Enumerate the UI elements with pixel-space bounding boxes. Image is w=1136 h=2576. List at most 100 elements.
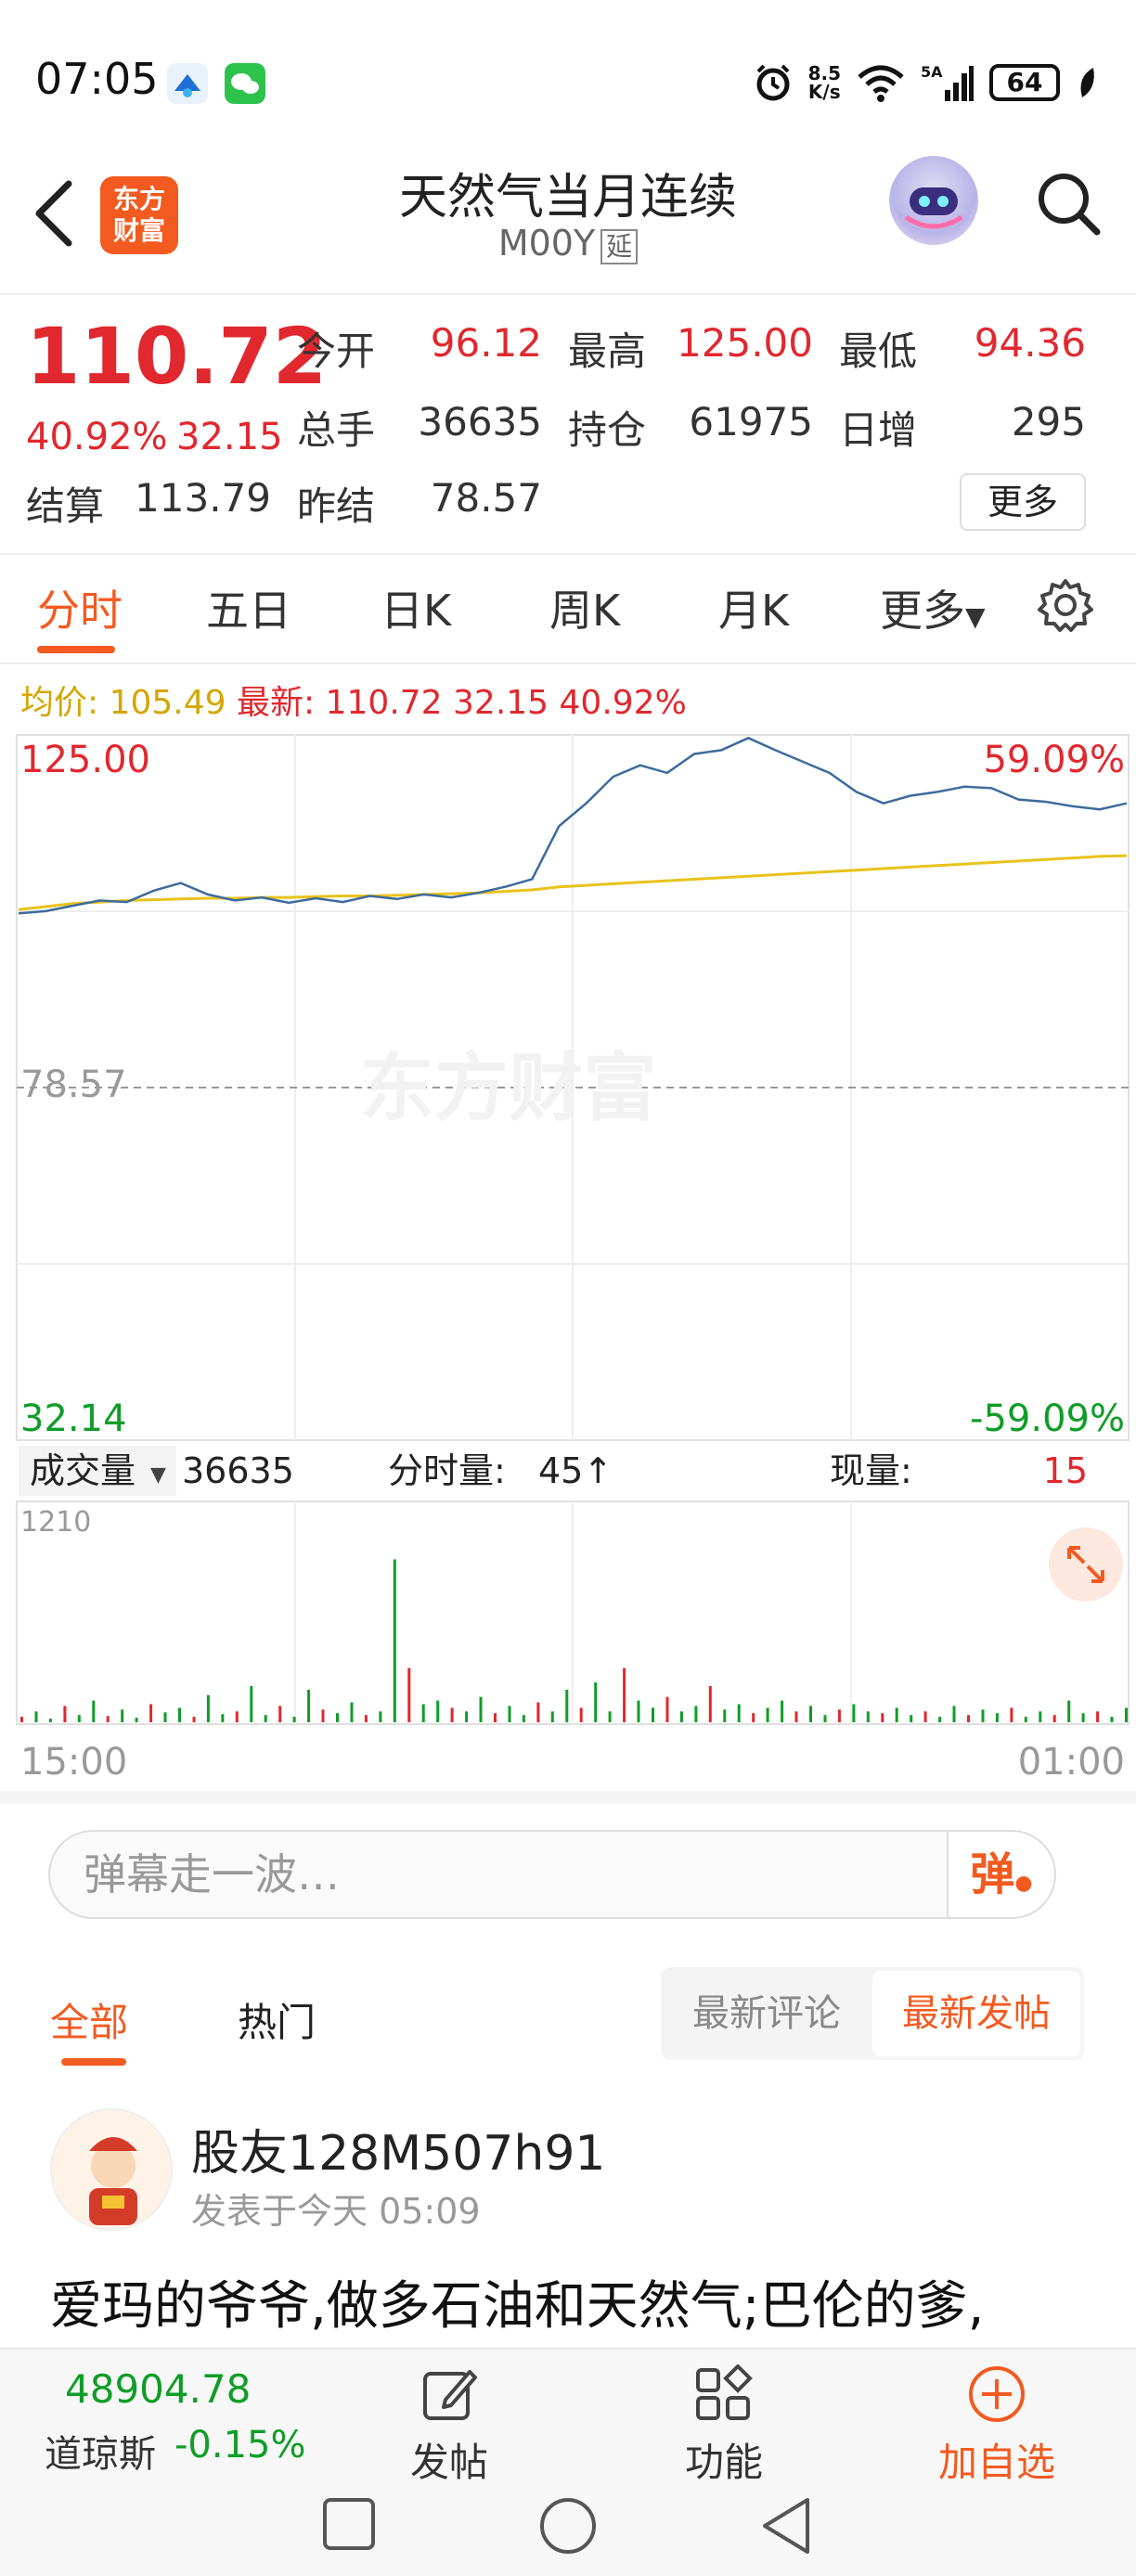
volume-bar	[1067, 1700, 1071, 1722]
edit-post-icon[interactable]	[420, 2364, 479, 2424]
volume-bars	[20, 1559, 1128, 1722]
volume-bar	[852, 1704, 856, 1722]
volume-bar	[149, 1704, 153, 1722]
tab-weekly-k[interactable]: 周K	[549, 586, 621, 636]
volume-header: 成交量 ▼ 36635 分时量: 45↑ 现量: 15	[19, 1446, 1088, 1496]
post-author[interactable]: 股友128M507h91	[191, 2126, 606, 2182]
recent-apps-icon[interactable]	[321, 2496, 377, 2556]
nav-post-label[interactable]: 发帖	[409, 2440, 488, 2485]
index-name[interactable]: 道琼斯	[45, 2433, 156, 2476]
volume-bar	[135, 1718, 138, 1722]
tab-daily-k[interactable]: 日K	[381, 586, 452, 636]
volume-bar	[121, 1709, 124, 1722]
tab-all-posts[interactable]: 全部	[50, 2000, 129, 2045]
battery-icon: 64	[989, 64, 1060, 101]
volume-bar	[393, 1559, 396, 1722]
post-time: 发表于今天 05:09	[191, 2191, 481, 2232]
volume-bar	[522, 1715, 525, 1722]
home-icon[interactable]	[538, 2496, 598, 2559]
danmu-input[interactable]: 弹幕走一波…	[48, 1830, 947, 1919]
intraday-chart[interactable]: 东方财富 125.00 78.57 32.14 59.09% -59.09% 成…	[0, 724, 1136, 1800]
tick-volume-value: 45↑	[538, 1450, 613, 1491]
tick-volume-label: 分时量:	[388, 1450, 506, 1491]
expand-button[interactable]	[1049, 1527, 1123, 1602]
more-quote-button[interactable]: 更多	[960, 473, 1086, 531]
volume-bar	[1081, 1713, 1085, 1722]
volume-bar	[364, 1715, 368, 1722]
volume-bar	[34, 1711, 38, 1722]
volume-bar	[1024, 1717, 1027, 1722]
volume-bar	[694, 1706, 698, 1722]
volume-bar	[981, 1709, 985, 1722]
settle-value: 113.79	[135, 475, 271, 521]
avg-price-label: 均价:	[20, 684, 99, 722]
avatar[interactable]	[50, 2108, 173, 2231]
high-value: 125.00	[677, 320, 813, 366]
open-label: 今开	[297, 328, 376, 374]
tab-hot-posts[interactable]: 热门	[238, 2000, 316, 2045]
volume-bar	[1110, 1717, 1114, 1722]
volume-bar	[910, 1715, 913, 1722]
last-price: 110.72	[26, 311, 328, 402]
danmu-send-button[interactable]: 弹●	[947, 1830, 1056, 1919]
app-notification-icon	[167, 63, 208, 104]
bottom-nav	[0, 2348, 1136, 2576]
volume-bar	[652, 1707, 654, 1722]
signal-icon: 5A	[921, 63, 974, 101]
search-icon[interactable]	[1032, 167, 1106, 241]
volume-label: 总手	[297, 407, 376, 453]
volume-bar	[421, 1704, 425, 1722]
current-volume-value: 15	[1043, 1450, 1088, 1491]
volume-bar	[321, 1709, 325, 1722]
volume-bar	[895, 1707, 898, 1722]
avg-price-line	[18, 854, 1128, 911]
volume-bar	[178, 1707, 181, 1722]
volume-bar	[407, 1668, 411, 1722]
volume-bar	[1039, 1711, 1042, 1722]
index-value[interactable]: 48904.78	[65, 2366, 252, 2412]
volume-bar	[250, 1686, 253, 1722]
tab-intraday[interactable]: 分时	[37, 586, 123, 636]
tab-monthly-k[interactable]: 月K	[718, 586, 790, 636]
x-start-label: 15:00	[20, 1741, 127, 1784]
post-body[interactable]: 爱玛的爷爷,做多石油和天然气;巴伦的爹,	[50, 2276, 985, 2337]
sort-latest-comment[interactable]: 最新评论	[692, 1992, 841, 2035]
functions-grid-icon[interactable]	[694, 2363, 754, 2424]
status-bar: 07:05 8.5 K/s 5A 64	[0, 0, 1136, 139]
assistant-robot-icon[interactable]	[889, 156, 978, 245]
caret-down-icon: ▼	[150, 1463, 166, 1487]
settings-gear-icon[interactable]	[1038, 577, 1093, 637]
tab-five-day[interactable]: 五日	[206, 586, 291, 636]
daily-increase-label: 日增	[839, 407, 918, 453]
volume-bar	[995, 1713, 999, 1722]
volume-selector[interactable]: 成交量	[30, 1450, 136, 1491]
sort-latest-post[interactable]: 最新发帖	[872, 1971, 1080, 2056]
leaf-icon	[1080, 68, 1094, 97]
index-change[interactable]: -0.15%	[174, 2424, 306, 2467]
volume-bar	[336, 1713, 339, 1722]
y-bottom-label: 32.14	[20, 1397, 127, 1440]
active-tab-indicator	[37, 646, 115, 653]
daily-increase-value: 295	[1011, 399, 1086, 444]
add-watchlist-icon[interactable]	[967, 2364, 1026, 2424]
nav-functions-label[interactable]: 功能	[684, 2440, 763, 2485]
back-button[interactable]	[28, 176, 84, 251]
volume-bar	[794, 1711, 798, 1722]
tab-more-periods[interactable]: 更多▼	[880, 586, 986, 636]
active-comment-tab-indicator	[61, 2058, 126, 2066]
back-nav-icon[interactable]	[759, 2496, 815, 2559]
avg-price-value: 105.49	[109, 684, 226, 722]
x-end-label: 01:00	[1018, 1741, 1125, 1784]
chevron-left-icon	[35, 180, 72, 247]
volume-bar	[637, 1700, 640, 1722]
nav-add-watchlist-label[interactable]: 加自选	[937, 2440, 1055, 2485]
volume-value: 36635	[418, 399, 542, 444]
volume-bar	[379, 1711, 382, 1722]
chart-info-line: 均价: 105.49 最新: 110.72 32.15 40.92%	[20, 676, 687, 724]
volume-bar	[550, 1711, 554, 1722]
volume-bar	[967, 1715, 970, 1722]
volume-bar	[594, 1682, 598, 1722]
high-label: 最高	[568, 328, 647, 374]
volume-bar	[837, 1709, 841, 1722]
volume-bar	[77, 1715, 81, 1722]
